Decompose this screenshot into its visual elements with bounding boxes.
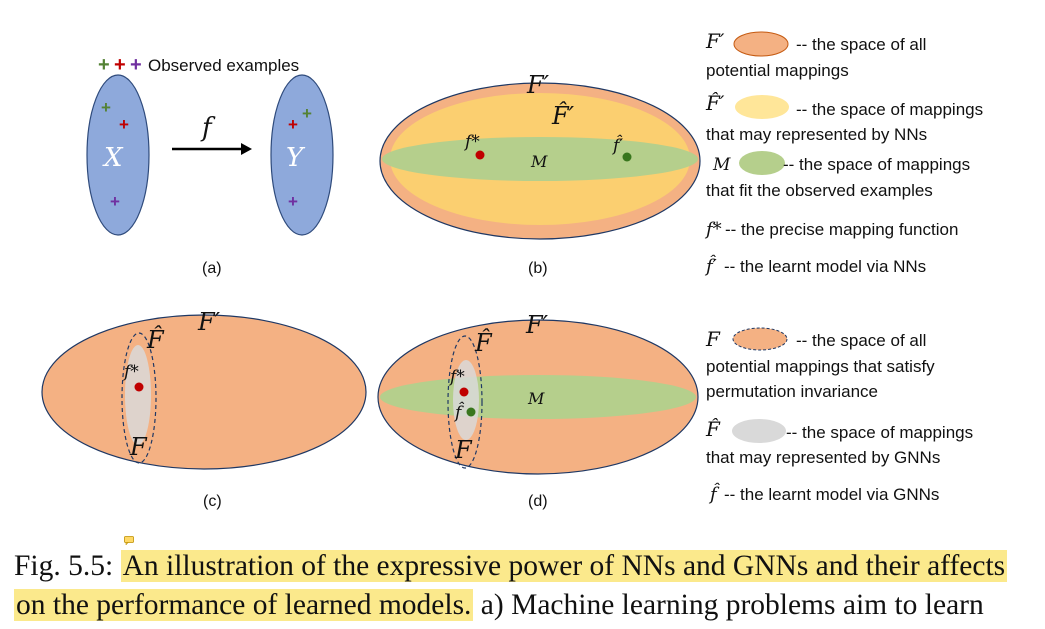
f-star-point-d <box>459 387 469 397</box>
caption-highlight-2[interactable]: on the performance of learned models. <box>14 589 474 621</box>
f-star-point-b <box>475 150 485 160</box>
mapping-arrowhead <box>241 143 252 155</box>
legend-symbol-f-star: f* <box>704 219 722 240</box>
legend-swatch-yellow <box>735 95 789 119</box>
panel-a-label: (a) <box>202 260 222 277</box>
legend-f-prime-text-1: -- the space of all <box>796 35 926 54</box>
set-x-label: X <box>102 143 124 173</box>
label-f-hat-c: F̂ <box>146 326 165 354</box>
plus-red-legend: + <box>114 54 126 76</box>
label-f-star-b: f* <box>463 132 480 152</box>
observed-examples-label: Observed examples <box>148 56 299 75</box>
plus-purple-legend: + <box>130 54 142 76</box>
legend-f-hat-text-2: that may represented by GNNs <box>706 448 940 467</box>
legend-symbol-f: F <box>705 327 721 351</box>
plus-purple-x: + <box>110 192 120 211</box>
plus-green-y: + <box>302 104 312 123</box>
plus-red-y: + <box>288 115 298 134</box>
legend-m-text-2: that fit the observed examples <box>706 181 933 200</box>
legend-symbol-m: M <box>712 155 731 175</box>
figure-caption-line-1: Fig. 5.5: An illustration of the express… <box>14 549 1039 583</box>
legend-top: F′ -- the space of all potential mapping… <box>704 29 983 277</box>
label-f-hat-b: f̂′ <box>611 135 623 156</box>
legend-m-text-1: -- the space of mappings <box>783 155 970 174</box>
label-f-star-d: f* <box>448 367 465 387</box>
legend-f-prime-text-2: potential mappings <box>706 61 849 80</box>
plus-red-x: + <box>119 115 129 134</box>
label-m-d: M <box>527 389 545 408</box>
panel-c-label: (c) <box>203 493 222 510</box>
label-f-hat-d-model: f̂ <box>453 402 465 423</box>
legend-symbol-f-prime: F′ <box>705 29 725 53</box>
label-m-b: M <box>530 152 548 171</box>
legend-symbol-f-hat-prime-2: f̂′ <box>704 254 717 277</box>
legend-f-hat-model-text: -- the learnt model via GNNs <box>724 485 939 504</box>
panel-b: F′ F̂′ M f* f̂′ (b) <box>379 71 701 277</box>
legend-f-text-2: potential mappings that satisfy <box>706 357 935 376</box>
mapping-f-label: f <box>200 113 216 143</box>
legend-symbol-f-hat-prime: F̂′ <box>705 91 725 115</box>
space-invariant-mappings-ellipse-c <box>121 332 157 464</box>
legend-symbol-f-hat-2: f̂ <box>708 482 720 505</box>
legend-f-star-text: -- the precise mapping function <box>725 220 958 239</box>
plus-green-x: + <box>101 98 111 117</box>
plus-purple-y: + <box>288 192 298 211</box>
figure-caption-line-2: on the performance of learned models. a)… <box>14 588 1039 622</box>
caption-rest: a) Machine learning problems aim to lear… <box>480 589 984 621</box>
legend-swatch-orange <box>733 31 789 57</box>
label-f-star-c: f* <box>122 362 139 382</box>
caption-highlight-1[interactable]: An illustration of the expressive power … <box>120 550 1008 582</box>
space-gnn-mappings-ellipse-c <box>125 345 151 445</box>
space-invariant-mappings-ellipse-d <box>447 335 483 469</box>
f-star-point-c <box>134 382 144 392</box>
label-f-hat-d: F̂ <box>474 329 493 357</box>
legend-swatch-orange-dashed <box>732 327 788 351</box>
space-all-mappings-ellipse-c <box>41 314 367 470</box>
label-f-prime-b: F′ <box>526 71 550 99</box>
space-fit-mappings-band <box>382 137 698 181</box>
legend-swatch-gray <box>732 419 786 443</box>
panel-c: F′ F̂ f* F (c) <box>41 308 367 510</box>
f-hat-point-b <box>622 152 632 162</box>
legend-f-text-1: -- the space of all <box>796 331 926 350</box>
panel-d-label: (d) <box>528 493 548 510</box>
label-f-prime-c: F′ <box>197 308 221 336</box>
legend-f-hat-prime-text-1: -- the space of mappings <box>796 100 983 119</box>
label-f-d: F <box>454 436 473 464</box>
comment-icon[interactable] <box>124 536 134 545</box>
set-x-ellipse <box>86 74 150 236</box>
panel-b-label: (b) <box>528 260 548 277</box>
legend-f-hat-prime-text-2: that may represented by NNs <box>706 125 927 144</box>
f-hat-point-d <box>466 407 476 417</box>
figure-number: Fig. 5.5: <box>14 550 114 582</box>
legend-f-hat-text-1: -- the space of mappings <box>786 423 973 442</box>
label-f-c: F <box>129 433 148 461</box>
set-y-label: Y <box>286 143 306 173</box>
legend-f-text-3: permutation invariance <box>706 382 878 401</box>
legend-swatch-green <box>739 151 785 175</box>
panel-d: F′ F̂ M f* f̂ F (d) <box>377 311 699 510</box>
label-f-hat-prime-b: F̂′ <box>551 102 575 130</box>
legend-bottom: F -- the space of all potential mappings… <box>705 327 973 505</box>
set-y-ellipse <box>270 74 334 236</box>
legend-f-hat-prime-model-text: -- the learnt model via NNs <box>724 257 926 276</box>
plus-green-legend: + <box>98 54 110 76</box>
space-gnn-mappings-ellipse-d <box>453 360 479 440</box>
legend-symbol-f-hat: F̂ <box>705 417 721 441</box>
panel-a: + + + Observed examples X + + + f Y + + … <box>86 54 334 277</box>
label-f-prime-d: F′ <box>525 311 549 339</box>
